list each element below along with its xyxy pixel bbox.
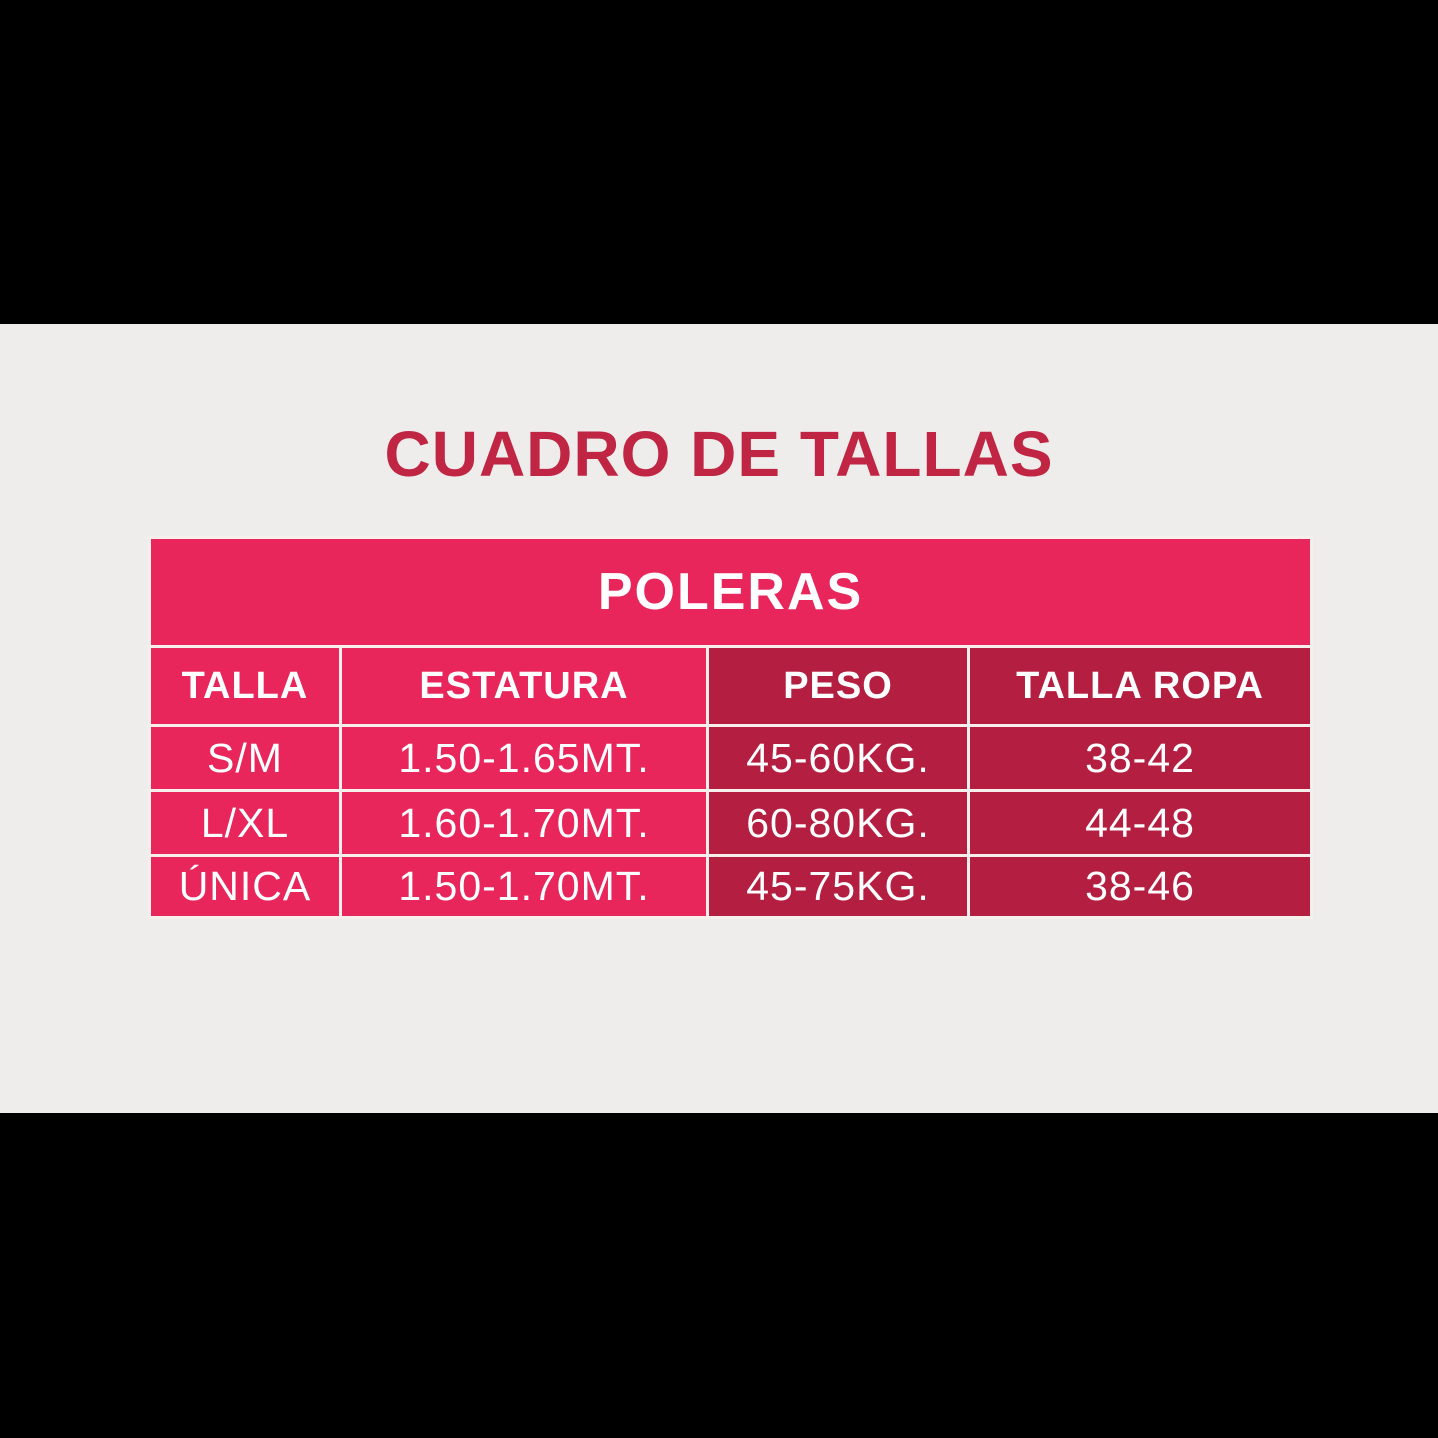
size-table: POLERAS TALLA ESTATURA PESO TALLA ROPA S… bbox=[148, 536, 1313, 919]
table-cell-height-sm: 1.50-1.65MT. bbox=[342, 727, 706, 789]
column-header-talla-ropa: TALLA ROPA bbox=[970, 648, 1310, 724]
table-cell-weight-unica: 45-75KG. bbox=[709, 857, 967, 916]
column-header-estatura: ESTATURA bbox=[342, 648, 706, 724]
bottom-letterbox-bar bbox=[0, 1113, 1438, 1438]
table-cell-clothing-lxl: 44-48 bbox=[970, 792, 1310, 854]
column-header-peso: PESO bbox=[709, 648, 967, 724]
table-cell-height-unica: 1.50-1.70MT. bbox=[342, 857, 706, 916]
page-title: CUADRO DE TALLAS bbox=[384, 418, 1054, 490]
table-cell-size-sm: S/M bbox=[151, 727, 339, 789]
top-letterbox-bar bbox=[0, 0, 1438, 324]
table-cell-weight-sm: 45-60KG. bbox=[709, 727, 967, 789]
table-cell-clothing-sm: 38-42 bbox=[970, 727, 1310, 789]
table-cell-size-lxl: L/XL bbox=[151, 792, 339, 854]
column-header-talla: TALLA bbox=[151, 648, 339, 724]
table-cell-height-lxl: 1.60-1.70MT. bbox=[342, 792, 706, 854]
table-cell-weight-lxl: 60-80KG. bbox=[709, 792, 967, 854]
table-cell-size-unica: ÚNICA bbox=[151, 857, 339, 916]
table-group-header: POLERAS bbox=[151, 539, 1310, 645]
table-cell-clothing-unica: 38-46 bbox=[970, 857, 1310, 916]
content-area: CUADRO DE TALLAS POLERAS TALLA ESTATURA … bbox=[0, 324, 1438, 1113]
